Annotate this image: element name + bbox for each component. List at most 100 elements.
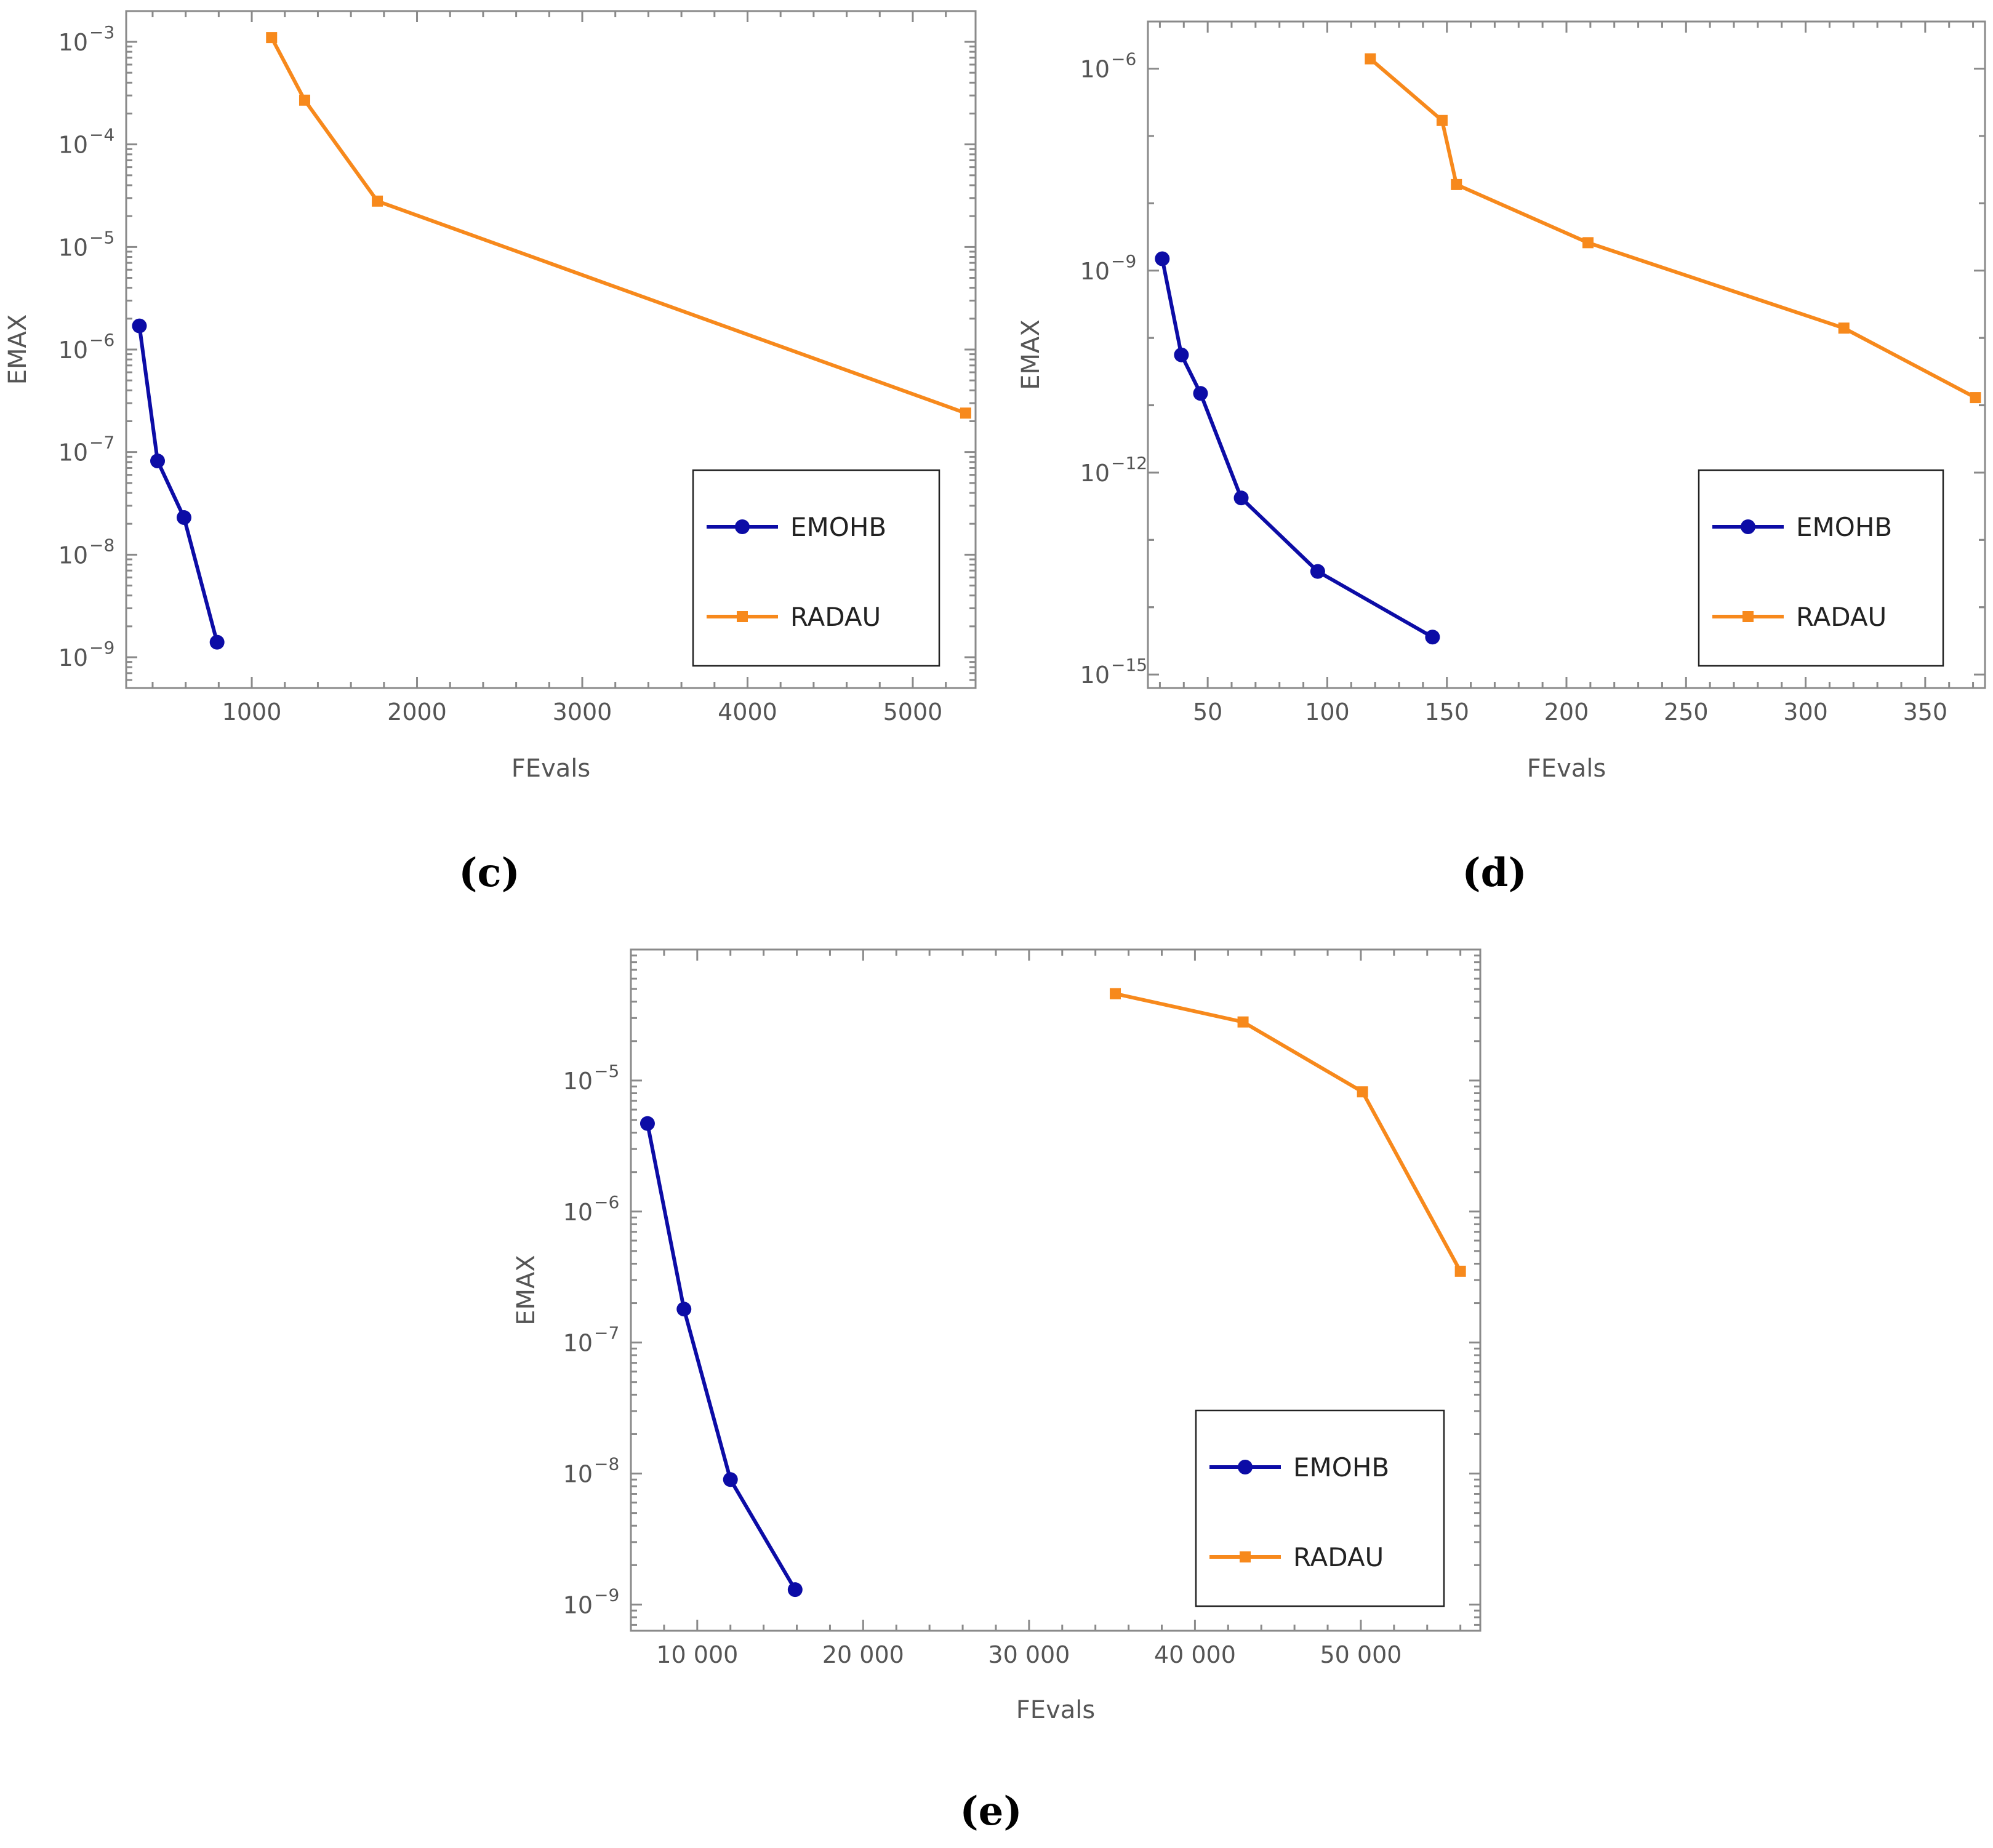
y-tick-label: 10 [1080, 662, 1110, 689]
data-point-emohb [787, 1582, 803, 1598]
panel-caption: (c) [459, 850, 520, 896]
x-tick-label: 350 [1903, 698, 1948, 726]
panel-caption: (d) [1462, 850, 1526, 896]
legend-marker-radau [1742, 611, 1754, 622]
series-line-emohb [646, 1123, 797, 1591]
y-axis-label: EMAX [4, 314, 32, 385]
x-tick-label: 5000 [883, 698, 943, 726]
series-line-radau [270, 36, 966, 415]
legend-label-radau: RADAU [1293, 1542, 1384, 1572]
y-axis-label: EMAX [512, 1255, 540, 1326]
y-tick-label: 10 [1080, 56, 1110, 83]
y-tick-exponent: −8 [89, 535, 114, 555]
data-point-radau [960, 407, 971, 419]
legend-label-radau: RADAU [1796, 602, 1887, 632]
data-point-radau [372, 195, 383, 207]
x-axis-label: FEvals [1016, 1696, 1095, 1724]
series-radau [1110, 988, 1466, 1277]
x-tick-label: 30 000 [988, 1641, 1070, 1668]
x-tick-label: 50 000 [1320, 1641, 1402, 1668]
legend: EMOHB RADAU [692, 469, 940, 667]
y-tick-exponent: −12 [1111, 453, 1147, 473]
plot-frame [630, 948, 1482, 1632]
series-line-radau [1369, 57, 1976, 399]
legend-label-emohb: EMOHB [1796, 512, 1892, 542]
y-tick-exponent: −9 [89, 638, 114, 658]
data-point-emohb [1310, 564, 1325, 579]
data-point-radau [1838, 322, 1850, 334]
x-tick-label: 20 000 [822, 1641, 904, 1668]
data-point-radau [1454, 1265, 1466, 1277]
data-point-radau [1110, 988, 1121, 999]
y-tick-exponent: −4 [89, 125, 114, 145]
data-point-emohb [176, 510, 191, 526]
y-tick-exponent: −5 [89, 227, 114, 247]
x-tick-label: 2000 [387, 698, 447, 726]
legend-marker-emohb [1741, 519, 1755, 534]
legend-label-emohb: EMOHB [1293, 1452, 1389, 1482]
series-line-emohb [137, 326, 219, 643]
data-point-emohb [150, 454, 166, 469]
data-point-radau [1357, 1086, 1368, 1098]
legend-marker-radau [1240, 1551, 1251, 1562]
y-tick-exponent: −6 [89, 330, 114, 350]
data-point-emohb [676, 1302, 692, 1317]
y-axis-label: EMAX [1017, 319, 1045, 390]
y-tick-label: 10 [563, 1330, 593, 1357]
legend-marker-emohb [1238, 1460, 1253, 1474]
x-axis-label: FEvals [511, 754, 590, 783]
legend: EMOHB RADAU [1195, 1409, 1445, 1607]
y-tick-label: 10 [58, 337, 88, 364]
x-tick-label: 250 [1664, 698, 1709, 726]
chart-panel-e: 10 000 20 000 30 000 40 000 50 00010−910−810… [512, 948, 1482, 1834]
data-point-emohb [1155, 251, 1170, 266]
y-tick-label: 10 [58, 542, 88, 569]
series-emohb [1155, 251, 1440, 645]
x-tick-label: 1000 [222, 698, 282, 726]
y-tick-exponent: −3 [89, 22, 114, 42]
y-tick-label: 10 [563, 1068, 593, 1095]
y-tick-exponent: −9 [1111, 251, 1136, 271]
y-tick-label: 10 [58, 439, 88, 466]
y-tick-exponent: −5 [594, 1061, 619, 1081]
series-emohb [132, 318, 225, 650]
data-point-emohb [1233, 490, 1249, 506]
legend-label-radau: RADAU [790, 602, 881, 632]
series-line-radau [1115, 991, 1462, 1273]
data-point-radau [1451, 178, 1462, 190]
y-tick-exponent: −6 [1111, 49, 1136, 70]
legend-box [1698, 469, 1944, 667]
x-tick-label: 50 [1193, 698, 1222, 726]
y-tick-exponent: −7 [594, 1323, 619, 1343]
y-tick-exponent: −8 [594, 1454, 619, 1474]
data-point-emohb [640, 1116, 655, 1131]
data-point-radau [1365, 53, 1376, 65]
data-point-emohb [723, 1472, 738, 1487]
y-tick-exponent: −6 [594, 1192, 619, 1212]
data-point-radau [1436, 114, 1448, 126]
data-point-radau [266, 32, 278, 44]
x-tick-label: 10 000 [656, 1641, 738, 1668]
series-radau [266, 32, 971, 419]
legend: EMOHB RADAU [1698, 469, 1944, 667]
data-point-radau [1237, 1016, 1249, 1028]
legend-box [692, 469, 940, 667]
data-point-emohb [1193, 386, 1208, 401]
y-tick-exponent: −15 [1111, 655, 1147, 675]
y-tick-exponent: −9 [594, 1585, 619, 1605]
x-tick-label: 3000 [553, 698, 612, 726]
legend-marker-radau [737, 611, 748, 622]
legend-box [1195, 1409, 1445, 1607]
x-tick-label: 4000 [718, 698, 777, 726]
data-point-emohb [132, 318, 147, 334]
y-tick-label: 10 [58, 132, 88, 159]
data-point-emohb [1425, 630, 1440, 645]
x-tick-label: 200 [1544, 698, 1589, 726]
data-point-emohb [209, 634, 225, 650]
y-tick-label: 10 [58, 29, 88, 56]
series-radau [1365, 53, 1981, 404]
legend-marker-emohb [735, 519, 750, 534]
y-tick-label: 10 [1080, 460, 1110, 487]
